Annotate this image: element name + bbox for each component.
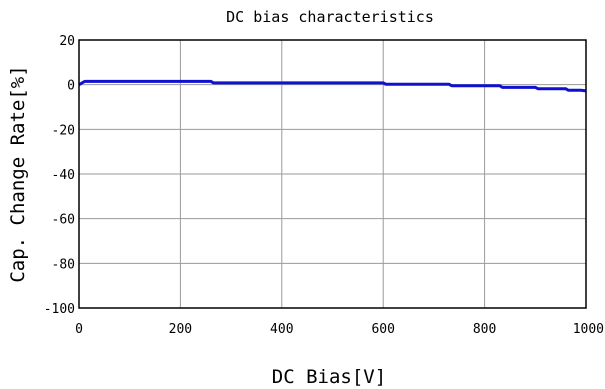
x-tick-label-0: 0 xyxy=(75,322,83,337)
x-tick-label-4: 800 xyxy=(473,322,496,337)
x-tick-label-3: 600 xyxy=(371,322,394,337)
y-tick-labels: 20 0 -20 -40 -60 -80 -100 xyxy=(44,34,75,317)
y-tick-label-2: -20 xyxy=(52,123,75,138)
grid xyxy=(79,40,586,308)
plot-frame xyxy=(78,39,587,309)
y-tick-label-0: 20 xyxy=(59,34,75,49)
y-tick-label-4: -60 xyxy=(52,213,75,228)
y-tick-label-1: 0 xyxy=(67,79,75,94)
y-tick-label-5: -80 xyxy=(52,257,75,272)
series-layer xyxy=(78,79,587,93)
chart-title: DC bias characteristics xyxy=(226,8,434,26)
y-axis-label: Cap. Change Rate[%] xyxy=(7,65,29,282)
y-tick-label-6: -100 xyxy=(44,302,75,317)
x-tick-label-5: 1000 xyxy=(573,322,604,337)
y-tick-label-3: -40 xyxy=(52,168,75,183)
x-tick-label-2: 400 xyxy=(270,322,293,337)
x-axis-label: DC Bias[V] xyxy=(272,366,386,388)
series-line-0 xyxy=(78,79,587,93)
x-tick-label-1: 200 xyxy=(169,322,192,337)
x-tick-labels: 0 200 400 600 800 1000 xyxy=(75,322,604,337)
